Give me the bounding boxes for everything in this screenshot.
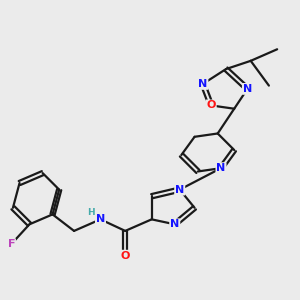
Text: N: N: [175, 184, 184, 195]
Text: H: H: [87, 208, 95, 217]
Text: N: N: [96, 214, 105, 224]
Text: F: F: [8, 239, 15, 249]
Text: O: O: [206, 100, 216, 110]
Text: N: N: [216, 163, 226, 173]
Text: N: N: [170, 219, 179, 229]
Text: O: O: [121, 251, 130, 261]
Text: N: N: [198, 79, 208, 89]
Text: N: N: [243, 84, 252, 94]
